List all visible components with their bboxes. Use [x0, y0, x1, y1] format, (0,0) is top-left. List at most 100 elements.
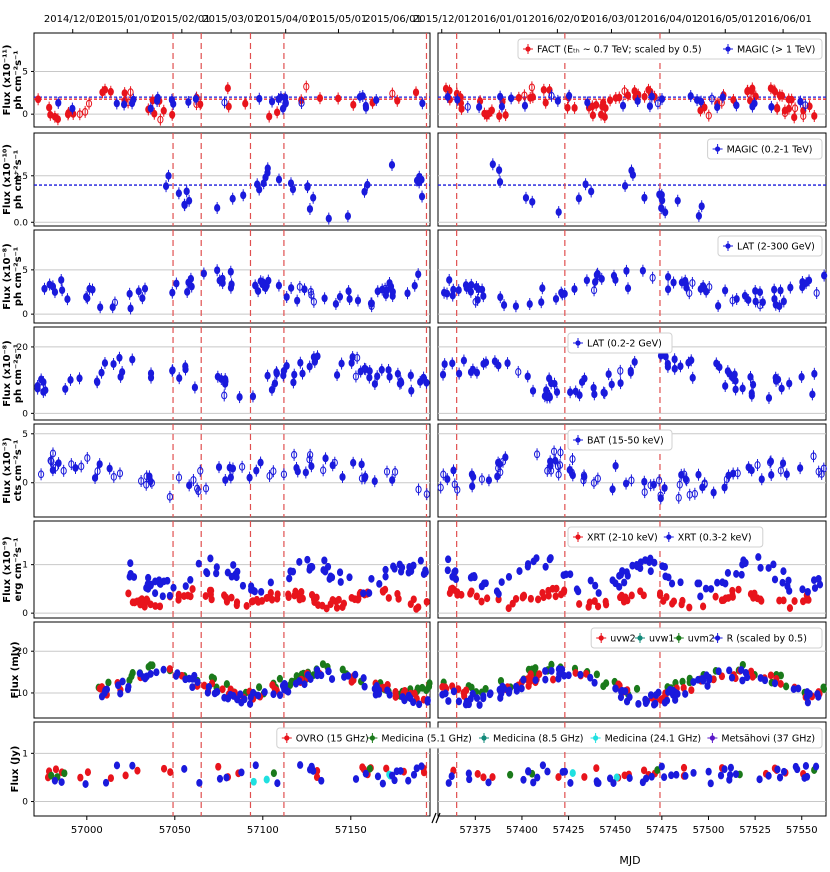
- data-point: [577, 670, 584, 679]
- data-point: [719, 93, 726, 102]
- data-point: [274, 779, 281, 788]
- data-point: [333, 603, 341, 612]
- data-point: [113, 99, 120, 108]
- top-date-tick-label: 2016/01/01: [471, 14, 529, 25]
- data-point: [116, 353, 123, 362]
- data-point: [498, 578, 505, 587]
- data-point: [101, 359, 109, 367]
- data-point: [411, 281, 418, 290]
- data-point: [127, 304, 134, 313]
- data-point: [346, 573, 353, 582]
- data-point: [725, 471, 732, 480]
- data-point: [214, 266, 221, 275]
- data-point: [580, 471, 588, 480]
- data-point: [173, 279, 180, 288]
- data-point: [248, 582, 255, 591]
- data-point: [641, 92, 648, 101]
- data-point: [712, 592, 719, 601]
- data-point: [717, 771, 725, 780]
- data-point: [189, 585, 196, 593]
- data-point: [710, 488, 717, 497]
- data-point: [182, 675, 189, 684]
- y-axis-label: Flux (x10⁻³)cts cm⁻²s⁻¹: [2, 437, 24, 503]
- data-point: [439, 370, 447, 379]
- top-date-tick-label: 2016/02/01: [529, 14, 587, 25]
- data-point: [445, 697, 452, 705]
- data-point: [194, 678, 201, 687]
- data-point: [491, 357, 498, 366]
- data-point: [61, 769, 68, 778]
- data-series-group: [125, 553, 824, 613]
- data-point: [366, 764, 373, 773]
- data-point: [271, 379, 279, 388]
- data-point: [468, 280, 475, 289]
- data-point: [777, 680, 784, 688]
- data-point: [187, 575, 194, 584]
- data-point: [565, 671, 572, 680]
- data-point: [76, 374, 83, 383]
- data-point: [418, 192, 426, 201]
- data-point: [575, 194, 582, 203]
- data-point: [787, 283, 794, 292]
- data-point: [497, 468, 504, 477]
- data-point: [569, 769, 576, 777]
- legend-marker: [369, 735, 375, 741]
- data-point: [495, 590, 502, 598]
- data-point: [656, 589, 664, 598]
- data-point: [128, 672, 135, 681]
- data-point: [705, 111, 712, 120]
- data-point: [650, 480, 657, 489]
- data-point: [139, 294, 146, 303]
- data-point: [571, 104, 578, 112]
- data-point: [407, 371, 414, 380]
- data-point: [316, 94, 324, 103]
- data-point: [505, 573, 513, 581]
- data-point: [352, 670, 359, 679]
- data-point: [176, 374, 183, 383]
- data-point: [329, 596, 336, 605]
- data-point: [502, 111, 509, 119]
- legend-entry-3: R (scaled by 0.5): [727, 634, 807, 645]
- data-point: [344, 212, 352, 221]
- data-point: [509, 599, 516, 608]
- panel-frame-left: [33, 621, 431, 719]
- data-point: [791, 597, 798, 605]
- data-point: [465, 769, 472, 778]
- data-point: [484, 594, 491, 603]
- data-point: [594, 474, 601, 483]
- data-point: [561, 767, 569, 776]
- data-point: [308, 290, 315, 299]
- data-point: [643, 697, 651, 706]
- data-point: [314, 666, 321, 675]
- legend-box: [707, 138, 823, 160]
- data-point: [410, 595, 417, 604]
- data-point: [454, 95, 461, 104]
- data-point: [594, 602, 602, 611]
- data-point: [275, 281, 283, 290]
- data-point: [204, 569, 211, 578]
- legend-marker: [284, 735, 290, 741]
- data-point: [303, 82, 310, 91]
- data-point: [274, 594, 281, 603]
- legend-box: [517, 38, 823, 60]
- legend-marker: [575, 534, 581, 540]
- data-point: [621, 87, 628, 96]
- data-point: [496, 178, 504, 186]
- data-point: [522, 193, 530, 202]
- data-point: [591, 678, 598, 687]
- data-point: [445, 555, 452, 564]
- data-point: [361, 364, 368, 373]
- data-point: [613, 773, 620, 782]
- data-point: [555, 674, 562, 683]
- data-point: [516, 567, 523, 575]
- data-point: [49, 449, 57, 458]
- data-point: [749, 672, 756, 681]
- data-point: [606, 774, 614, 783]
- data-point: [765, 771, 772, 780]
- top-date-tick-label: 2016/03/01: [583, 14, 641, 25]
- data-point: [367, 299, 375, 308]
- data-point: [408, 386, 415, 395]
- data-point: [456, 369, 463, 378]
- data-point: [600, 388, 607, 397]
